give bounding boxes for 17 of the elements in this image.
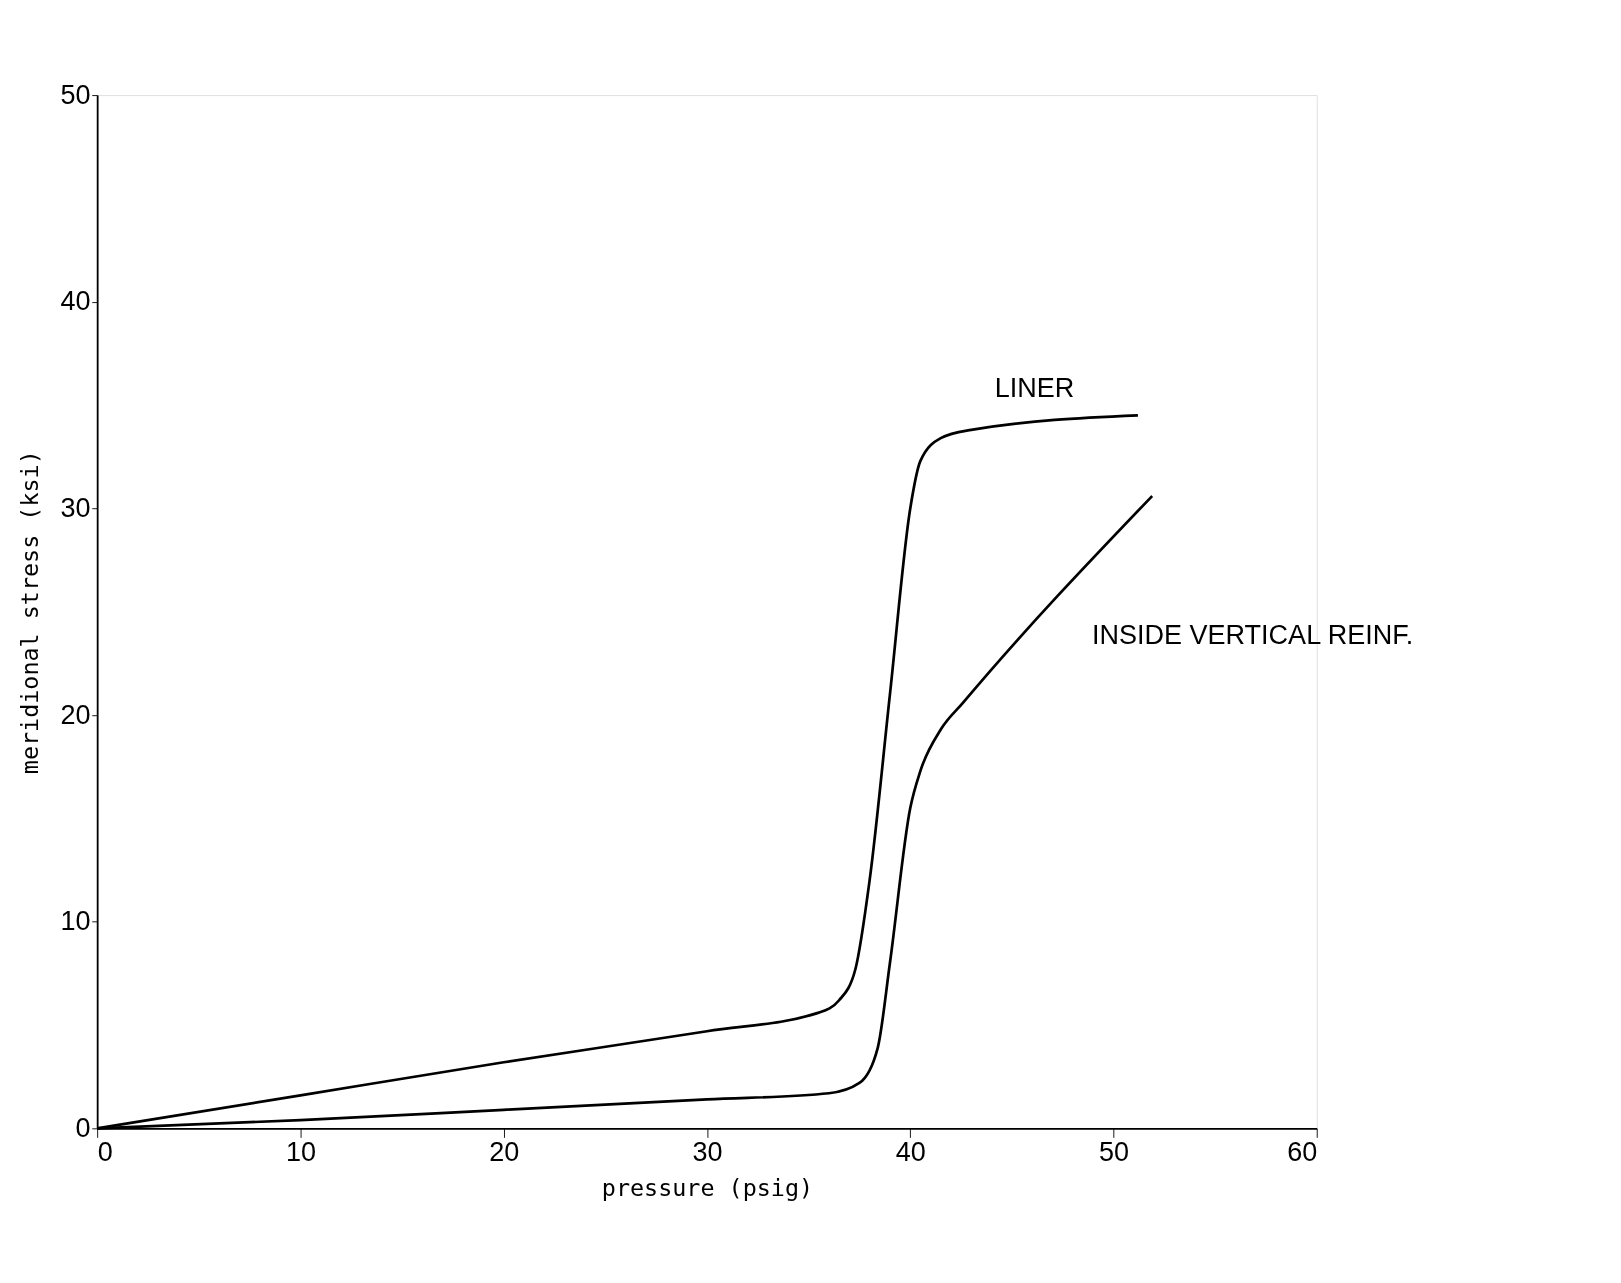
x-tick-label: 10 — [285, 1137, 316, 1168]
y-tick-label: 0 — [75, 1112, 91, 1143]
y-tick-label: 20 — [60, 699, 91, 730]
y-tick-label: 50 — [60, 79, 91, 110]
x-tick-label: 60 — [1287, 1137, 1318, 1168]
x-tick-label: 40 — [895, 1137, 926, 1168]
y-tick-label: 30 — [60, 492, 91, 523]
x-tick-label: 0 — [97, 1137, 113, 1168]
y-axis-title: meridional stress (ksi) — [15, 450, 44, 775]
series-label: LINER — [994, 372, 1075, 403]
series-label: INSIDE VERTICAL REINF. — [1092, 619, 1414, 650]
y-tick-label: 10 — [60, 906, 91, 937]
x-tick-label: 20 — [489, 1137, 520, 1168]
x-axis-title: pressure (psig) — [601, 1174, 814, 1203]
x-tick-label: 30 — [692, 1137, 723, 1168]
x-tick-label: 50 — [1098, 1137, 1129, 1168]
y-tick-label: 40 — [60, 286, 91, 317]
